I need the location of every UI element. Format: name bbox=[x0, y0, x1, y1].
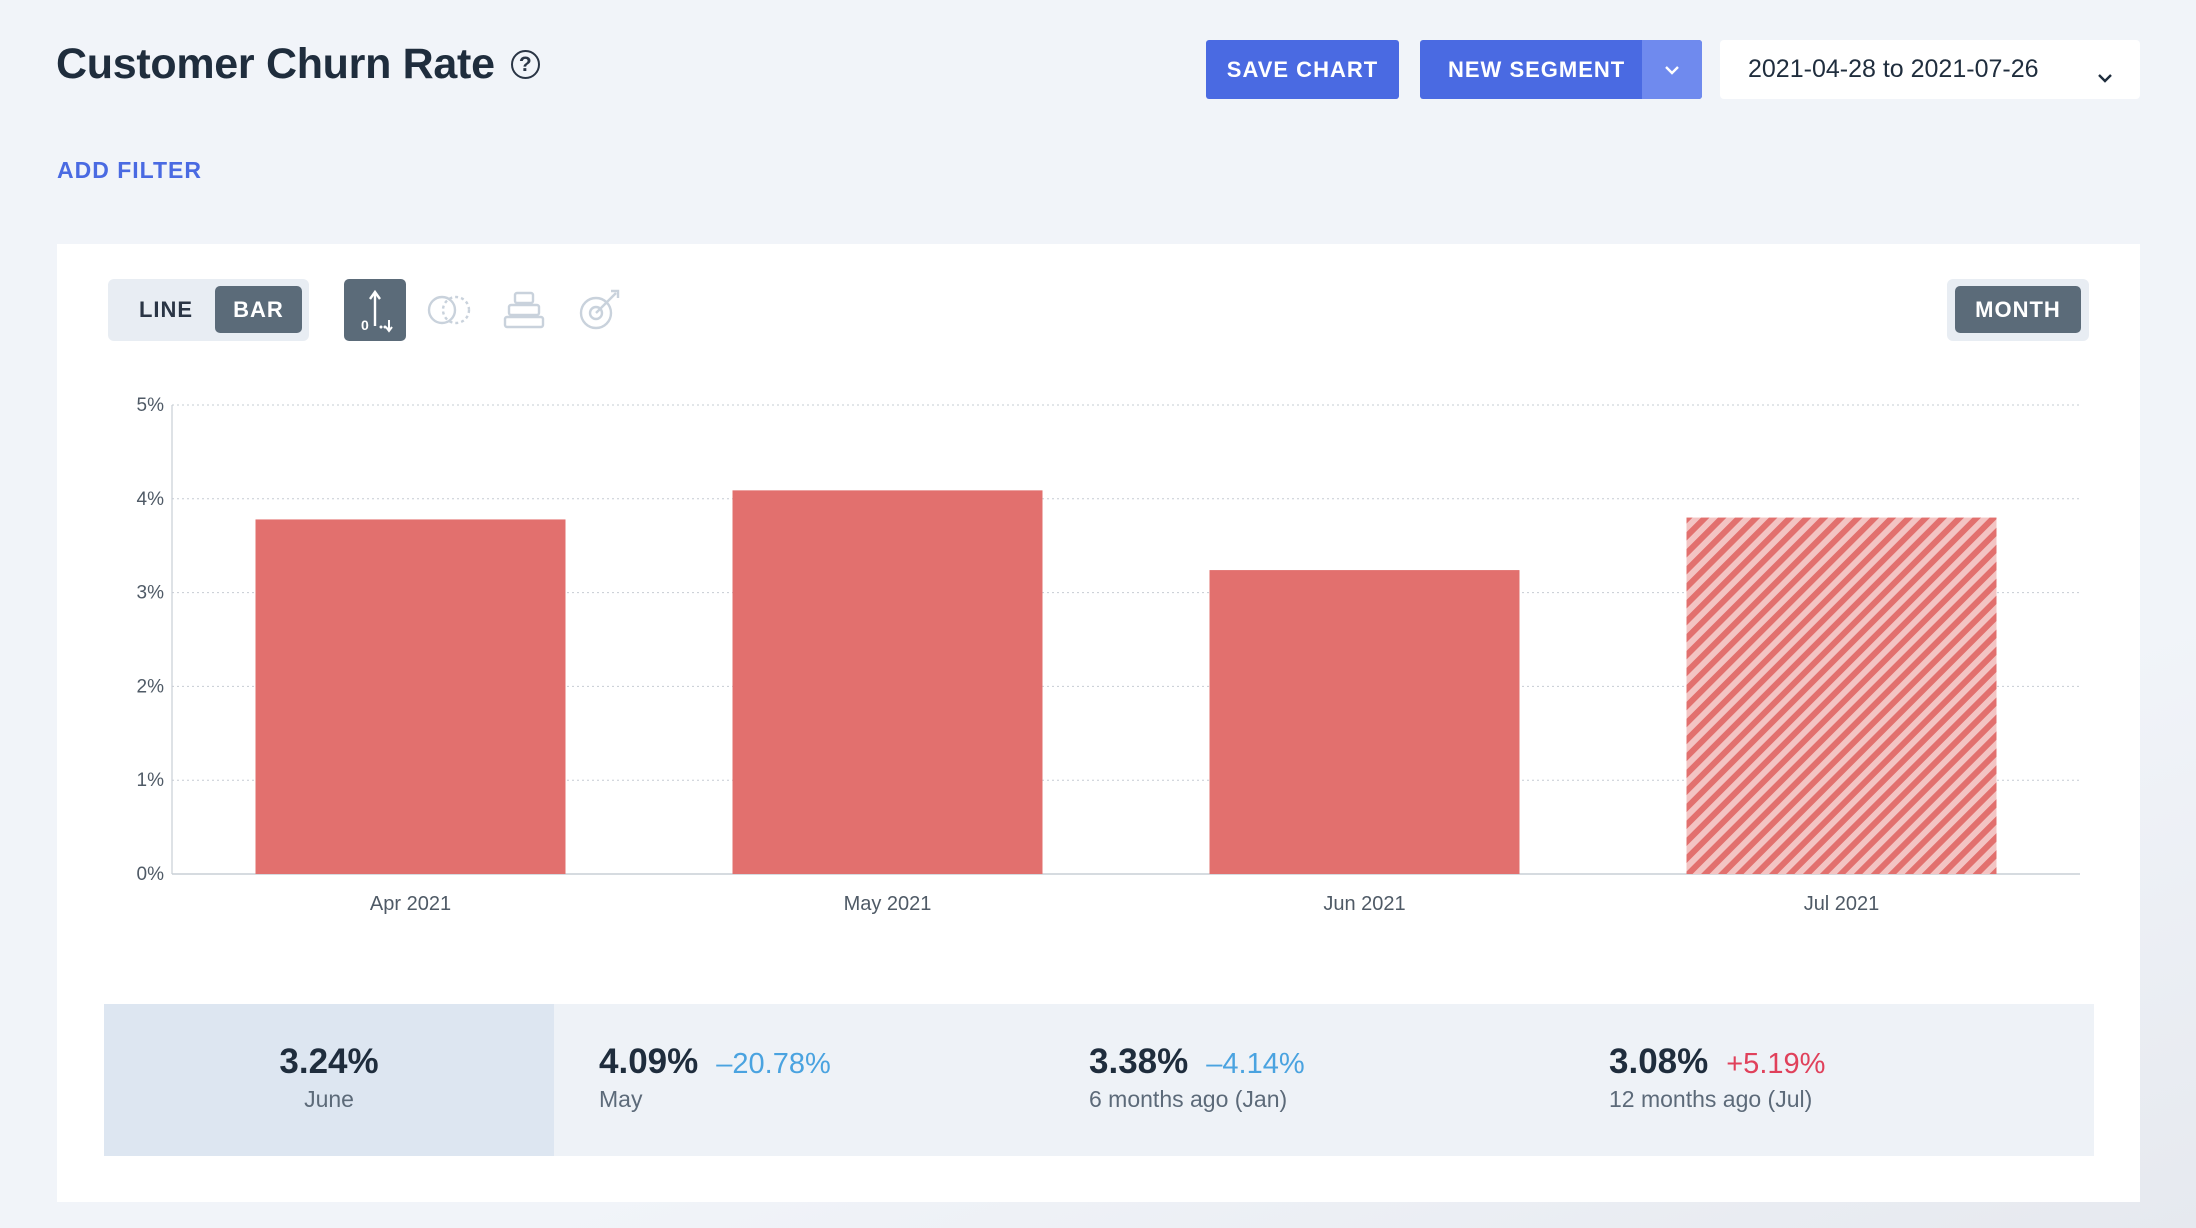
page-title: Customer Churn Rate ? bbox=[56, 40, 540, 89]
stat-change: –4.14% bbox=[1206, 1048, 1305, 1080]
bar-apr-2021[interactable] bbox=[255, 519, 566, 874]
axis-icon[interactable]: 0 bbox=[344, 279, 406, 341]
churn-bar-chart: Apr 2021 May 2021 Jun 2021 Jul 2021 0% 1% 2% 3… bbox=[137, 395, 2080, 915]
bar-jul-2021[interactable] bbox=[1686, 517, 1997, 874]
new-segment-button[interactable]: NEW SEGMENT bbox=[1420, 40, 1702, 99]
chart-card: LINE BAR 0 MONTH bbox=[57, 244, 2140, 1202]
month-button[interactable]: MONTH bbox=[1955, 286, 2081, 333]
stat-previous[interactable]: 4.09% –20.78% May bbox=[554, 1004, 1089, 1156]
stack-icon[interactable] bbox=[493, 279, 555, 341]
bar-may-2021[interactable] bbox=[732, 490, 1043, 874]
svg-text:0: 0 bbox=[361, 317, 369, 333]
chevron-down-icon bbox=[2096, 62, 2114, 91]
stat-label: 6 months ago (Jan) bbox=[1089, 1086, 1288, 1112]
stat-twelve-months[interactable]: 3.08% +5.19% 12 months ago (Jul) bbox=[1609, 1004, 2094, 1156]
y-tick-label: 0% bbox=[137, 864, 165, 885]
stats-bar: 3.24% June 4.09% –20.78% May 3.38% –4.14% … bbox=[104, 1004, 2094, 1156]
bar-option[interactable]: BAR bbox=[215, 286, 302, 333]
stat-value: 3.24% bbox=[279, 1042, 379, 1081]
x-tick-label: Jun 2021 bbox=[1323, 893, 1405, 915]
y-tick-label: 1% bbox=[137, 770, 165, 791]
stat-six-months[interactable]: 3.38% –4.14% 6 months ago (Jan) bbox=[1089, 1004, 1609, 1156]
x-tick-label: May 2021 bbox=[844, 893, 932, 915]
stat-label: June bbox=[304, 1086, 354, 1112]
stat-change: –20.78% bbox=[716, 1048, 831, 1080]
date-range-value: 2021-04-28 to 2021-07-26 bbox=[1748, 55, 2039, 83]
stat-value: 3.08% bbox=[1609, 1042, 1709, 1081]
y-tick-label: 4% bbox=[137, 489, 165, 510]
stat-label: 12 months ago (Jul) bbox=[1609, 1086, 1813, 1112]
bar-jun-2021[interactable] bbox=[1209, 570, 1520, 874]
chart-type-toggle: LINE BAR bbox=[108, 279, 309, 341]
save-chart-button[interactable]: SAVE CHART bbox=[1206, 40, 1399, 99]
date-range-select[interactable]: 2021-04-28 to 2021-07-26 bbox=[1720, 40, 2140, 99]
stat-value: 3.38% bbox=[1089, 1042, 1189, 1081]
goal-icon[interactable] bbox=[569, 279, 631, 341]
new-segment-label: NEW SEGMENT bbox=[1448, 56, 1626, 82]
page-title-text: Customer Churn Rate bbox=[56, 40, 495, 88]
add-filter-link[interactable]: ADD FILTER bbox=[57, 157, 203, 183]
stat-label: May bbox=[599, 1086, 643, 1112]
y-tick-label: 2% bbox=[137, 676, 165, 697]
line-option[interactable]: LINE bbox=[138, 296, 194, 322]
chevron-down-icon[interactable] bbox=[1642, 40, 1702, 99]
stat-change: +5.19% bbox=[1726, 1048, 1826, 1080]
stat-current[interactable]: 3.24% June bbox=[104, 1004, 554, 1156]
y-tick-label: 3% bbox=[137, 583, 165, 604]
stat-value: 4.09% bbox=[599, 1042, 699, 1081]
period-toggle: MONTH bbox=[1947, 279, 2089, 341]
x-tick-label: Jul 2021 bbox=[1804, 893, 1880, 915]
help-icon[interactable]: ? bbox=[510, 50, 540, 79]
compare-icon[interactable] bbox=[419, 279, 481, 341]
x-tick-label: Apr 2021 bbox=[370, 893, 451, 915]
y-tick-label: 5% bbox=[137, 395, 165, 416]
